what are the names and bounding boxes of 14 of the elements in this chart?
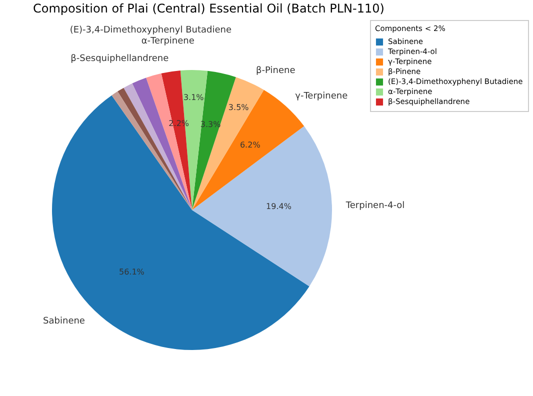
data-label: 19.4% [266, 202, 292, 212]
data-label: 3.5% [228, 103, 250, 112]
data-label: 6.2% [240, 140, 261, 150]
data-label: 56.1% [118, 267, 145, 276]
category-label: (E)-3,4-Dimethoxyphenyl Butadiene [70, 25, 232, 36]
data-label: 3.1% [183, 93, 204, 102]
slice-label: α-Terpinene [141, 36, 195, 47]
slice-label: Sabinene [43, 316, 86, 327]
slice-label: Terpinen-4-ol [344, 200, 405, 211]
slice-label: β-Pinene [256, 66, 296, 76]
slice-label: β-Sesquiphellandrene [70, 54, 170, 64]
pie-slice [192, 126, 332, 286]
slice-label: γ-Terpinene [295, 92, 348, 102]
chart-title: Composition of Plai (Central) Essential Oil (Batch PLN-110) [33, 2, 384, 16]
